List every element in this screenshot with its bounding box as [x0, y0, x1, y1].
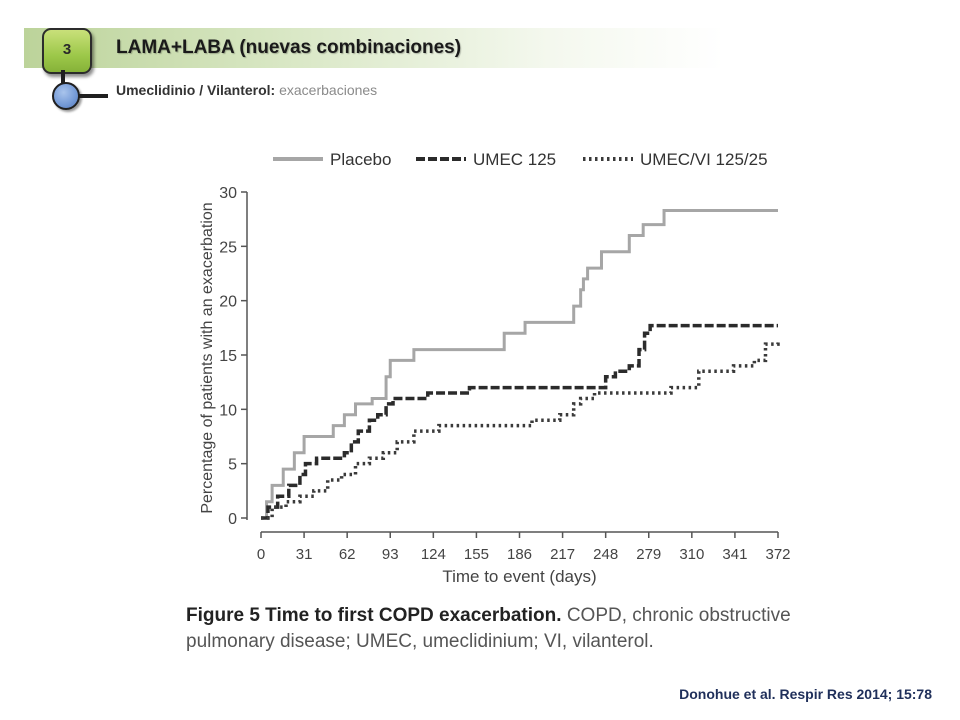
legend-label: UMEC/VI 125/25	[640, 150, 768, 169]
y-tick-label: 20	[219, 294, 237, 311]
connector-horizontal	[78, 94, 108, 98]
x-tick-label: 310	[679, 546, 704, 563]
y-tick-label: 0	[228, 511, 237, 528]
y-tick-label: 10	[219, 402, 237, 419]
subtitle-light: exacerbaciones	[279, 82, 378, 98]
y-tick-label: 15	[219, 348, 237, 365]
y-tick-label: 30	[219, 185, 237, 202]
title-banner	[24, 28, 724, 68]
x-tick-label: 155	[464, 546, 489, 563]
slide-subtitle: Umeclidinio / Vilanterol: exacerbaciones	[116, 82, 377, 98]
x-tick-label: 372	[765, 546, 790, 563]
x-tick-label: 31	[296, 546, 313, 563]
x-tick-label: 279	[636, 546, 661, 563]
legend-label: UMEC 125	[473, 150, 556, 169]
legend-label: Placebo	[330, 150, 391, 169]
connector-vertical	[61, 70, 65, 84]
caption-text: COPD, chronic obstructive pulmonary dise…	[186, 605, 791, 652]
x-tick-label: 62	[339, 546, 356, 563]
x-tick-label: 124	[421, 546, 446, 563]
slide-number-badge: 3	[42, 28, 92, 74]
x-tick-label: 341	[722, 546, 747, 563]
x-tick-label: 186	[507, 546, 532, 563]
series-line-umec-vi-125-25	[261, 341, 780, 520]
y-tick-label: 5	[228, 457, 237, 474]
y-tick-label: 25	[219, 239, 237, 256]
x-tick-label: 248	[593, 546, 618, 563]
x-tick-label: 217	[550, 546, 575, 563]
caption-bold: Figure 5 Time to first COPD exacerbation…	[186, 605, 562, 626]
x-axis-label: Time to event (days)	[442, 567, 596, 586]
slide-title: LAMA+LABA (nuevas combinaciones)	[116, 37, 462, 58]
x-tick-label: 93	[382, 546, 399, 563]
x-tick-label: 0	[257, 546, 265, 563]
y-axis-label: Percentage of patients with an exacerbat…	[199, 202, 216, 513]
citation: Donohue et al. Respir Res 2014; 15:78	[679, 686, 932, 702]
km-chart: 0 5 10 15 20 25 30 0 31 62 93 124 155 186 217 248 279 310…	[199, 150, 791, 586]
series-line-umec-125	[261, 323, 778, 520]
figure-caption: Figure 5 Time to first COPD exacerbation…	[186, 603, 796, 655]
subtitle-bold: Umeclidinio / Vilanterol:	[116, 82, 276, 98]
series-line-placebo	[261, 208, 778, 520]
bullet-circle-icon	[52, 82, 80, 110]
